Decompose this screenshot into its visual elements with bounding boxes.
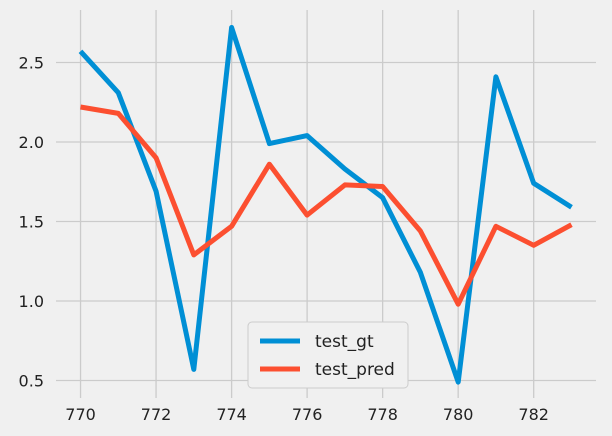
y-tick-label: 1.5 (19, 212, 44, 231)
y-tick-label: 2.5 (19, 53, 44, 72)
x-tick-label: 774 (216, 405, 247, 424)
y-tick-label: 2.0 (19, 133, 44, 152)
x-tick-label: 782 (518, 405, 549, 424)
grid-lines (56, 10, 596, 398)
x-tick-label: 776 (292, 405, 323, 424)
y-tick-label: 0.5 (19, 372, 44, 391)
series-lines (78, 25, 573, 385)
tick-labels: 770 772 774 776 778 780 782 0.5 1.0 1.5 2.0 2.5 (19, 53, 549, 424)
legend-label-test-gt: test_gt (315, 332, 374, 352)
x-tick-label: 778 (367, 405, 398, 424)
y-tick-label: 1.0 (19, 292, 44, 311)
legend: test_gt test_pred (247, 321, 409, 389)
x-tick-label: 770 (65, 405, 96, 424)
x-tick-label: 780 (443, 405, 474, 424)
legend-label-test-pred: test_pred (315, 360, 395, 380)
x-tick-label: 772 (141, 405, 172, 424)
series-line-test-pred (80, 104, 573, 307)
series-line-test-gt (78, 25, 573, 385)
